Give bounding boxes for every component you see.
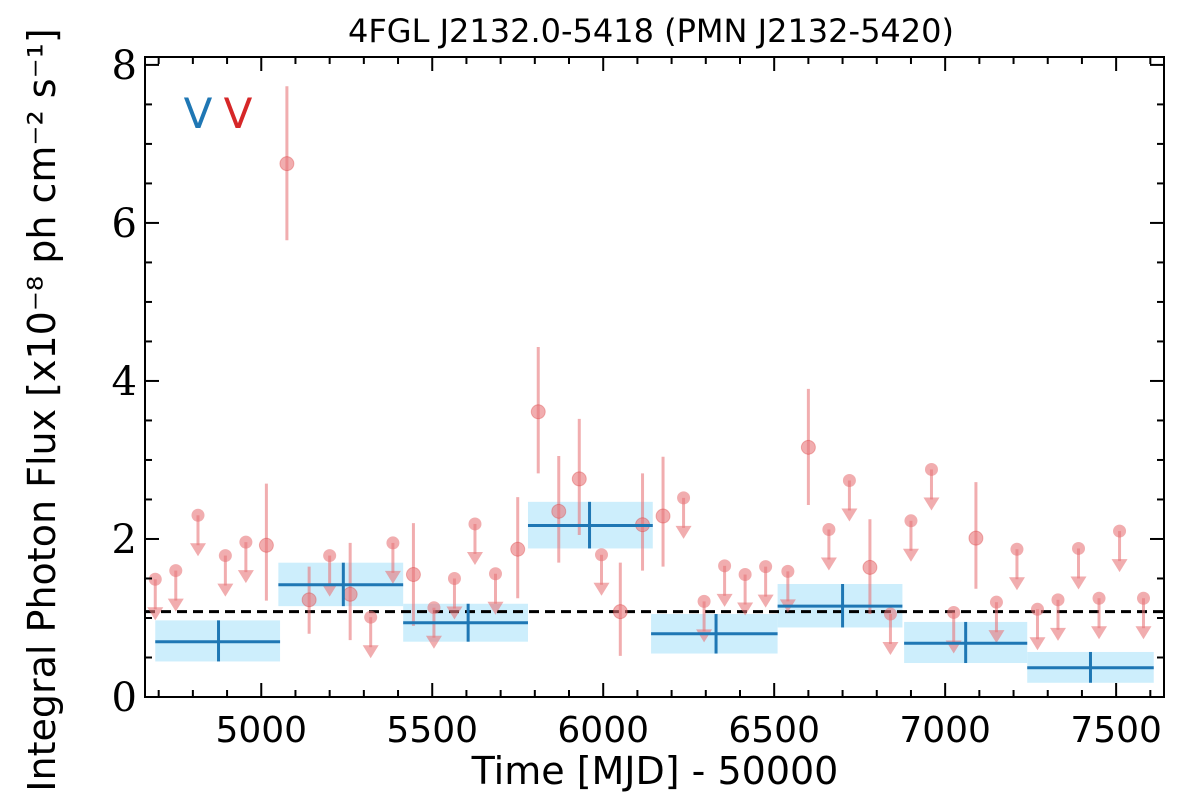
upper-limit-arrow-head [1091, 626, 1108, 640]
detection-point [655, 508, 671, 524]
detection-point [530, 404, 546, 420]
upper-limit-point [759, 560, 773, 574]
y-tick-label: 6 [112, 201, 137, 247]
upper-limit-point [239, 535, 253, 549]
upper-limit-arrow-head [675, 525, 692, 539]
upper-limit-point [323, 549, 337, 563]
detection-point [301, 592, 317, 608]
upper-limit-arrow-head [425, 635, 442, 649]
upper-limit-arrow-head [362, 645, 379, 659]
plot-frame [144, 56, 1165, 698]
upper-limit-point [697, 594, 711, 608]
y-tick-label: 8 [112, 43, 137, 89]
upper-limit-point [1136, 591, 1150, 605]
detection-point [405, 567, 421, 583]
upper-limit-point [1010, 542, 1024, 556]
upper-limit-arrow-head [1029, 637, 1046, 651]
y-tick-label: 0 [112, 675, 137, 721]
upper-limit-point [842, 474, 856, 488]
detection-point [279, 156, 295, 172]
detection-point [258, 537, 274, 553]
upper-limit-point [718, 559, 732, 573]
upper-limit-point [989, 595, 1003, 609]
upper-limit-point [1030, 602, 1044, 616]
upper-limit-point [822, 522, 836, 536]
upper-limit-arrow-head [757, 594, 774, 608]
upper-limit-arrow-head [1070, 576, 1087, 590]
upper-limit-point [904, 514, 918, 528]
upper-limit-arrow-head [593, 582, 610, 596]
upper-limit-arrow-head [1008, 577, 1025, 591]
upper-limit-point [169, 564, 183, 578]
upper-limit-point [594, 548, 608, 562]
y-axis-label: Integral Photon Flux [x10⁻⁸ ph cm⁻² s⁻¹] [20, 28, 64, 791]
upper-limit-arrow-head [321, 583, 338, 597]
upper-limit-point [447, 571, 461, 585]
upper-limit-arrow-head [1111, 559, 1128, 573]
upper-limit-arrow-head [841, 508, 858, 522]
plot-area [145, 86, 1164, 683]
annotation-v-blue: V [184, 89, 213, 138]
upper-limit-arrow-head [1049, 627, 1066, 641]
upper-limit-point [364, 610, 378, 624]
upper-limit-arrow-head [466, 551, 483, 565]
x-tick-label: 5500 [386, 710, 478, 751]
x-tick-label: 7500 [1070, 710, 1162, 751]
detection-point [862, 559, 878, 575]
upper-limit-point [947, 605, 961, 619]
x-tick-label: 6500 [728, 710, 820, 751]
detection-point [612, 604, 628, 620]
x-tick-label: 7000 [899, 710, 991, 751]
annotation-v-red: V [224, 89, 253, 138]
detection-point [571, 471, 587, 487]
upper-limit-arrow-head [988, 630, 1005, 644]
detection-point [342, 586, 358, 602]
upper-limit-arrow-head [487, 601, 504, 615]
upper-limit-point [781, 564, 795, 578]
detection-point [551, 503, 567, 519]
detection-point [968, 530, 984, 546]
upper-limit-arrow-head [147, 607, 164, 621]
upper-limit-arrow-head [923, 497, 940, 511]
upper-limit-arrow-head [217, 583, 234, 597]
upper-limit-point [1092, 591, 1106, 605]
y-tick-label: 4 [112, 359, 137, 405]
upper-limit-point [427, 601, 441, 615]
upper-limit-point [883, 607, 897, 621]
x-axis-label: Time [MJD] - 50000 [471, 749, 839, 793]
upper-limit-point [1113, 524, 1127, 538]
upper-limit-point [468, 517, 482, 531]
upper-limit-arrow-head [446, 606, 463, 620]
upper-limit-point [1051, 593, 1065, 607]
axes: 5000 5500 6000 6500 7000 7500 0 2 4 6 8 [112, 43, 1164, 751]
upper-limit-point [738, 568, 752, 582]
x-tick-label: 6000 [557, 710, 649, 751]
upper-limit-arrow-head [1135, 626, 1152, 640]
upper-limit-point [218, 549, 232, 563]
upper-limit-point [924, 462, 938, 476]
detection-point [800, 439, 816, 455]
upper-limit-arrow-head [716, 593, 733, 607]
upper-limit-arrow-head [190, 543, 207, 557]
upper-limit-arrow-head [902, 548, 919, 562]
upper-limit-point [148, 572, 162, 586]
upper-limit-arrow-head [384, 570, 401, 584]
upper-limit-point [488, 567, 502, 581]
upper-limit-arrow-head [167, 598, 184, 612]
upper-limit-arrow-head [737, 602, 754, 616]
detection-point [510, 541, 526, 557]
upper-limit-arrow-head [237, 570, 254, 584]
upper-limit-arrow-head [882, 642, 899, 656]
y-tick-label: 2 [112, 517, 137, 563]
x-tick-label: 5000 [215, 710, 307, 751]
upper-limit-point [677, 491, 691, 505]
upper-limit-arrow-head [820, 557, 837, 571]
chart-title: 4FGL J2132.0-5418 (PMN J2132-5420) [348, 12, 954, 50]
upper-limit-point [191, 508, 205, 522]
upper-limit-point [386, 536, 400, 550]
upper-limit-point [1072, 541, 1086, 555]
